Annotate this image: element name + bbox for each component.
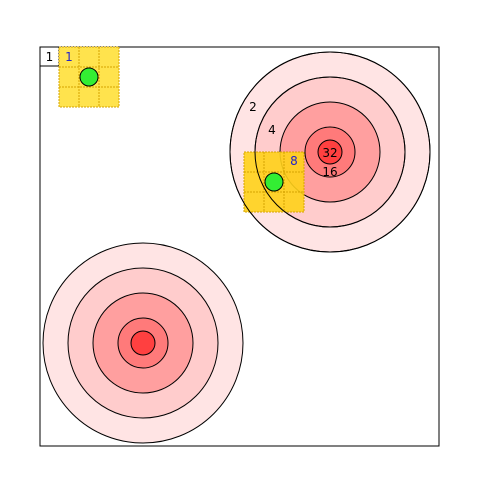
ring-center [317, 139, 343, 165]
agent-middle-right[interactable] [264, 172, 284, 192]
ring-label-16: 16 [322, 165, 337, 179]
ring-center [130, 330, 156, 356]
corner-label: 1 [46, 50, 54, 64]
target-bottom-left [42, 242, 244, 444]
grid-label: 1 [65, 50, 73, 64]
ring-outer-outline [229, 51, 431, 253]
ring-label-4: 4 [268, 123, 276, 137]
ring-label-32: 32 [322, 146, 337, 160]
ring-2-outline [254, 76, 406, 228]
agent-top-left[interactable] [79, 67, 99, 87]
ring-label-8: 8 [290, 154, 298, 168]
ring-label-2: 2 [249, 100, 257, 114]
